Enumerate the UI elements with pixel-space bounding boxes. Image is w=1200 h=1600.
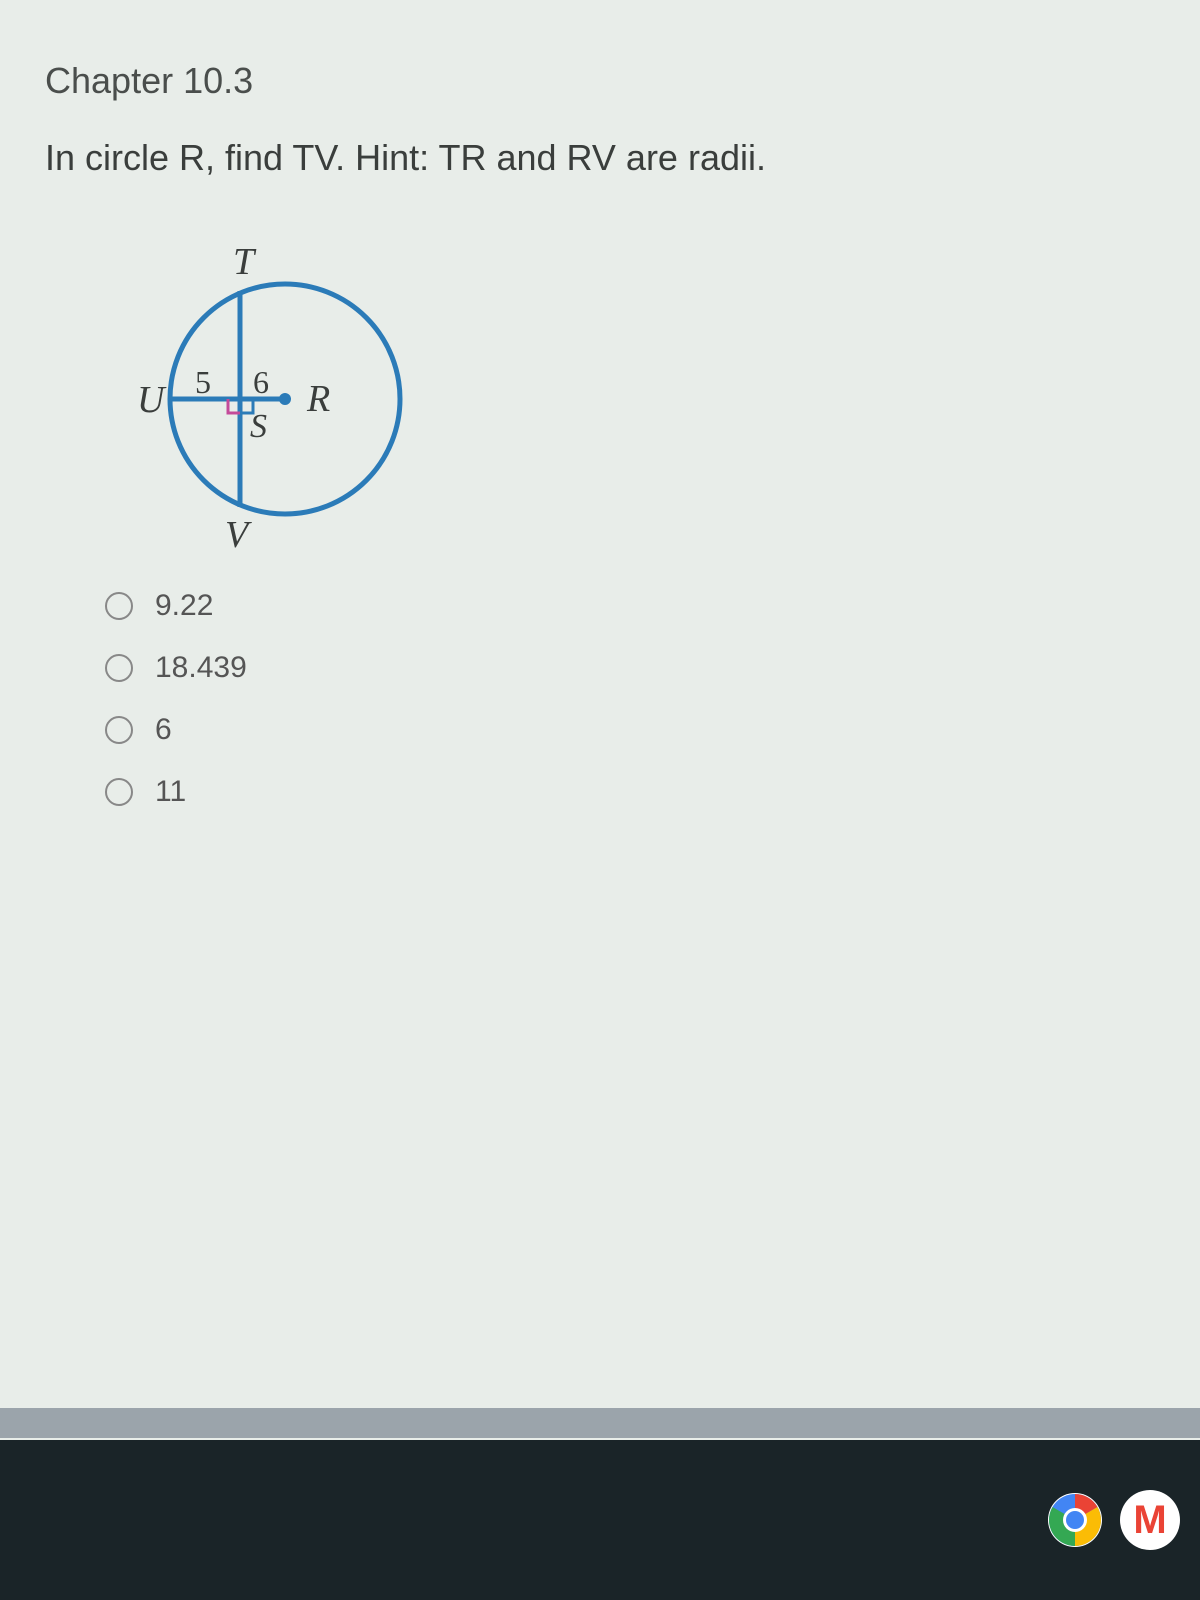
radio-icon xyxy=(105,716,133,744)
circle-diagram: T U R V S 5 6 xyxy=(85,219,445,559)
gmail-icon[interactable]: M xyxy=(1120,1490,1180,1550)
content-area: Chapter 10.3 In circle R, find TV. Hint:… xyxy=(0,0,1200,1440)
option-label: 6 xyxy=(155,713,172,747)
label-6: 6 xyxy=(253,364,269,400)
label-r: R xyxy=(306,378,330,420)
label-5: 5 xyxy=(195,364,211,400)
center-dot xyxy=(279,393,291,405)
chapter-title: Chapter 10.3 xyxy=(45,60,1155,102)
label-t: T xyxy=(233,241,257,283)
label-s: S xyxy=(250,408,267,445)
option-label: 9.22 xyxy=(155,589,213,623)
divider-strip xyxy=(0,1408,1200,1438)
option-3[interactable]: 11 xyxy=(105,775,1155,809)
radio-icon xyxy=(105,592,133,620)
option-2[interactable]: 6 xyxy=(105,713,1155,747)
radio-icon xyxy=(105,654,133,682)
option-0[interactable]: 9.22 xyxy=(105,589,1155,623)
label-v: V xyxy=(225,514,252,556)
label-u: U xyxy=(137,379,167,421)
chrome-icon[interactable] xyxy=(1045,1490,1105,1550)
taskbar: M xyxy=(0,1440,1200,1600)
radio-icon xyxy=(105,778,133,806)
options-list: 9.22 18.439 6 11 xyxy=(105,589,1155,809)
question-text: In circle R, find TV. Hint: TR and RV ar… xyxy=(45,137,1155,179)
option-label: 18.439 xyxy=(155,651,247,685)
diagram-svg: T U R V S 5 6 xyxy=(85,219,445,559)
gmail-m-glyph: M xyxy=(1133,1498,1166,1543)
option-label: 11 xyxy=(155,775,186,809)
option-1[interactable]: 18.439 xyxy=(105,651,1155,685)
